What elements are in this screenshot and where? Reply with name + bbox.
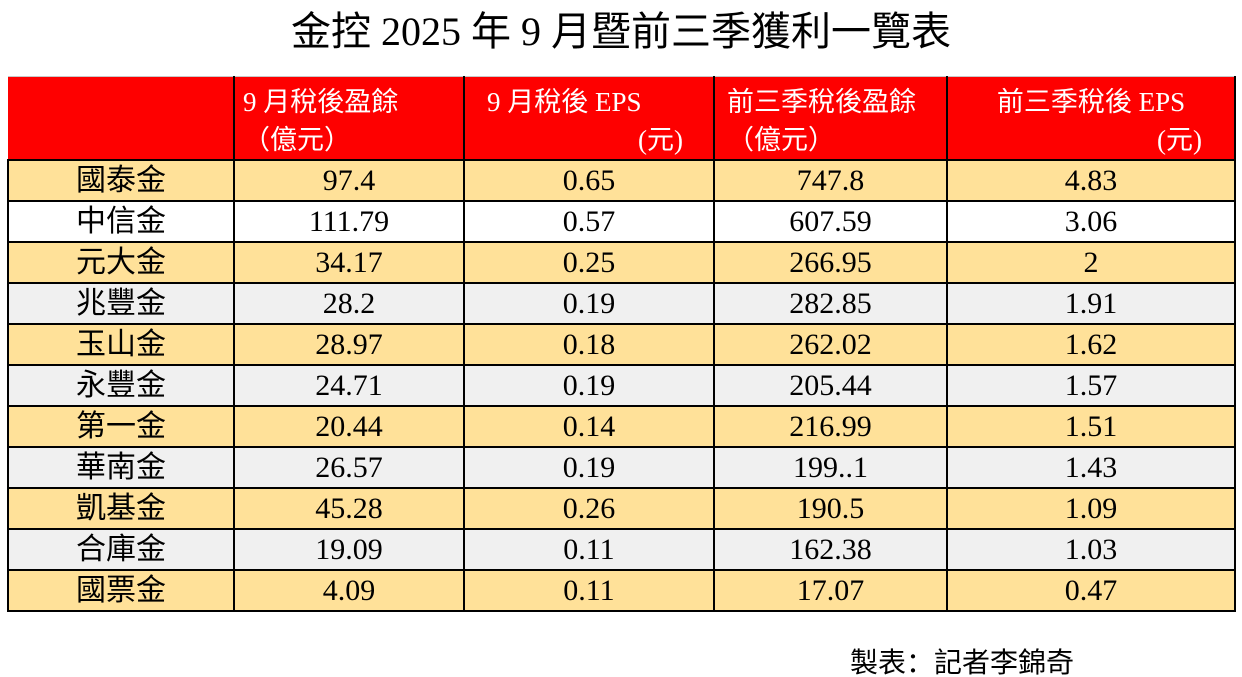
company-name-cell: 國泰金 — [7, 159, 235, 202]
value-cell: 26.57 — [233, 446, 465, 489]
value-cell: 19.09 — [233, 528, 465, 571]
value-cell: 0.57 — [463, 200, 715, 243]
header-cell-5: 前三季稅後 EPS (元) — [946, 76, 1236, 161]
value-cell: 111.79 — [233, 200, 465, 243]
value-cell: 4.09 — [233, 569, 465, 612]
value-cell: 1.62 — [946, 323, 1236, 366]
header-cell-3-line2: (元) — [638, 125, 683, 155]
value-cell: 0.19 — [463, 364, 715, 407]
value-cell: 0.14 — [463, 405, 715, 448]
report-title: 金控 2025 年 9 月暨前三季獲利一覽表 — [291, 9, 951, 54]
table-row: 合庫金 19.09 0.11 162.38 1.03 — [7, 528, 1236, 571]
table-row: 玉山金 28.97 0.18 262.02 1.62 — [7, 323, 1236, 366]
company-name-cell: 國票金 — [7, 569, 235, 612]
value-cell: 0.26 — [463, 487, 715, 530]
header-cell-4-line2: （億元） — [727, 125, 835, 155]
value-cell: 0.11 — [463, 528, 715, 571]
header-cell-2-line2: （億元） — [243, 125, 351, 155]
value-cell: 747.8 — [713, 159, 948, 202]
profit-table: 9 月稅後盈餘 （億元） 9 月稅後 EPS (元) 前三季稅後盈餘 （億元） 前三季稅後 … — [7, 76, 1236, 612]
value-cell: 0.25 — [463, 241, 715, 284]
table-row: 國泰金 97.4 0.65 747.8 4.83 — [7, 159, 1236, 202]
company-name-cell: 玉山金 — [7, 323, 235, 366]
value-cell: 1.91 — [946, 282, 1236, 325]
table-row: 第一金 20.44 0.14 216.99 1.51 — [7, 405, 1236, 448]
value-cell: 34.17 — [233, 241, 465, 284]
header-cell-5-line2: (元) — [1157, 125, 1202, 155]
value-cell: 20.44 — [233, 405, 465, 448]
value-cell: 266.95 — [713, 241, 948, 284]
value-cell: 205.44 — [713, 364, 948, 407]
value-cell: 1.51 — [946, 405, 1236, 448]
value-cell: 17.07 — [713, 569, 948, 612]
table-row: 凱基金 45.28 0.26 190.5 1.09 — [7, 487, 1236, 530]
header-cell-4-line1: 前三季稅後盈餘 — [727, 87, 916, 117]
value-cell: 607.59 — [713, 200, 948, 243]
table-row: 永豐金 24.71 0.19 205.44 1.57 — [7, 364, 1236, 407]
header-row: 9 月稅後盈餘 （億元） 9 月稅後 EPS (元) 前三季稅後盈餘 （億元） 前三季稅後 … — [8, 76, 1236, 161]
table-row: 兆豐金 28.2 0.19 282.85 1.91 — [7, 282, 1236, 325]
header-cell-3-line1: 9 月稅後 EPS — [487, 87, 642, 117]
value-cell: 0.18 — [463, 323, 715, 366]
value-cell: 2 — [946, 241, 1236, 284]
header-cell-1 — [8, 76, 235, 161]
header-cell-5-line1: 前三季稅後 EPS — [996, 87, 1186, 117]
value-cell: 24.71 — [233, 364, 465, 407]
header-cell-4: 前三季稅後盈餘 （億元） — [713, 76, 948, 161]
value-cell: 28.2 — [233, 282, 465, 325]
company-name-cell: 永豐金 — [7, 364, 235, 407]
header-cell-3: 9 月稅後 EPS (元) — [463, 76, 715, 161]
value-cell: 28.97 — [233, 323, 465, 366]
company-name-cell: 中信金 — [7, 200, 235, 243]
company-name-cell: 凱基金 — [7, 487, 235, 530]
company-name-cell: 合庫金 — [7, 528, 235, 571]
table-body: 國泰金 97.4 0.65 747.8 4.83 中信金 111.79 0.57 607.59 3… — [7, 159, 1236, 612]
header-cell-2-line1: 9 月稅後盈餘 — [243, 87, 399, 117]
value-cell: 0.47 — [946, 569, 1236, 612]
value-cell: 282.85 — [713, 282, 948, 325]
company-name-cell: 兆豐金 — [7, 282, 235, 325]
value-cell: 1.09 — [946, 487, 1236, 530]
value-cell: 0.11 — [463, 569, 715, 612]
company-name-cell: 華南金 — [7, 446, 235, 489]
table-row: 中信金 111.79 0.57 607.59 3.06 — [7, 200, 1236, 243]
value-cell: 0.19 — [463, 446, 715, 489]
value-cell: 4.83 — [946, 159, 1236, 202]
value-cell: 45.28 — [233, 487, 465, 530]
value-cell: 262.02 — [713, 323, 948, 366]
credit-line: 製表：記者李錦奇 — [849, 648, 1074, 677]
value-cell: 97.4 — [233, 159, 465, 202]
value-cell: 216.99 — [713, 405, 948, 448]
table-row: 華南金 26.57 0.19 199..1 1.43 — [7, 446, 1236, 489]
value-cell: 3.06 — [946, 200, 1236, 243]
value-cell: 199..1 — [713, 446, 948, 489]
table-row: 元大金 34.17 0.25 266.95 2 — [7, 241, 1236, 284]
value-cell: 1.03 — [946, 528, 1236, 571]
header-cell-2: 9 月稅後盈餘 （億元） — [233, 76, 465, 161]
company-name-cell: 元大金 — [7, 241, 235, 284]
value-cell: 0.19 — [463, 282, 715, 325]
company-name-cell: 第一金 — [7, 405, 235, 448]
value-cell: 1.43 — [946, 446, 1236, 489]
value-cell: 190.5 — [713, 487, 948, 530]
table-row: 國票金 4.09 0.11 17.07 0.47 — [7, 569, 1236, 612]
value-cell: 0.65 — [463, 159, 715, 202]
value-cell: 162.38 — [713, 528, 948, 571]
value-cell: 1.57 — [946, 364, 1236, 407]
